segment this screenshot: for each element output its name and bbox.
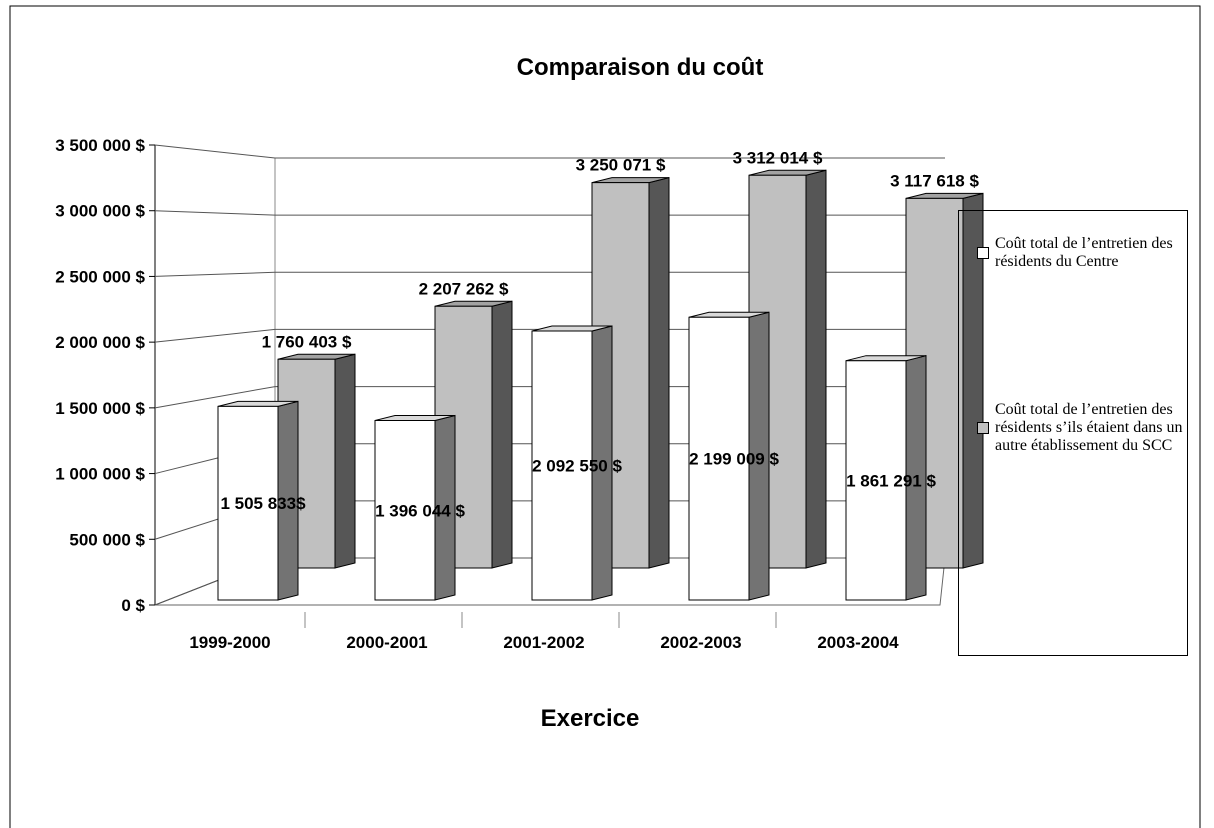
y-tick-label: 3 000 000 $ (55, 202, 145, 221)
grid-line (154, 328, 276, 343)
bar (905, 192, 984, 569)
x-tick-label: 2003-2004 (817, 633, 899, 652)
bar-face (688, 316, 750, 601)
legend-swatch (977, 422, 989, 434)
bar-face (374, 420, 436, 601)
y-tick-label: 1 500 000 $ (55, 399, 145, 418)
value-label: 1 861 291 $ (846, 471, 936, 490)
grid-line (154, 210, 276, 216)
bar-face (845, 360, 907, 601)
y-tick-label: 1 000 000 $ (55, 465, 145, 484)
legend-label: Coût total de l’entretien des résidents … (995, 401, 1183, 454)
bar-face (217, 405, 279, 601)
frame (9, 5, 1201, 828)
y-tick-label: 0 $ (121, 596, 145, 615)
legend-label: Coût total de l’entretien des résidents … (995, 235, 1173, 270)
bar-face (334, 353, 356, 569)
x-tick-label: 2001-2002 (503, 633, 584, 652)
value-label: 2 199 009 $ (689, 450, 779, 469)
x-tick-label: 2002-2003 (660, 633, 741, 652)
x-axis-title: Exercice (541, 705, 640, 732)
bar-face (648, 176, 670, 569)
bar (374, 414, 456, 601)
bar-face (805, 169, 827, 569)
y-tick-label: 3 500 000 $ (55, 136, 145, 155)
grid-line (154, 386, 276, 409)
legend-swatch (977, 247, 989, 259)
value-label: 3 117 618 $ (890, 171, 979, 190)
x-tick-label: 1999-2000 (189, 633, 270, 652)
bar-face (491, 300, 513, 569)
y-tick-label: 2 000 000 $ (55, 333, 145, 352)
grid-line (154, 271, 276, 277)
value-label: 2 092 550 $ (532, 456, 622, 475)
y-tick-label: 500 000 $ (69, 530, 145, 549)
grid-line (154, 144, 276, 159)
bar (217, 400, 299, 601)
bar (531, 325, 613, 601)
bar (688, 311, 770, 601)
bar-face (531, 330, 593, 601)
legend: Coût total de l’entretien des résidents … (958, 210, 1188, 656)
x-tick-label: 2000-2001 (346, 633, 427, 652)
chart-title: Comparaison du coût (517, 54, 764, 81)
value-label: 1 396 044 $ (375, 501, 465, 520)
bar (845, 355, 927, 601)
y-tick-label: 2 500 000 $ (55, 267, 145, 286)
legend-item: Coût total de l’entretien des résidents … (977, 235, 1185, 271)
value-label: 1 505 833$ (220, 494, 306, 513)
value-label: 3 250 071 $ (576, 156, 666, 175)
value-label: 2 207 262 $ (419, 279, 509, 298)
legend-item: Coût total de l’entretien des résidents … (977, 401, 1185, 455)
value-label: 1 760 403 $ (262, 332, 352, 351)
value-label: 3 312 014 $ (733, 148, 823, 167)
